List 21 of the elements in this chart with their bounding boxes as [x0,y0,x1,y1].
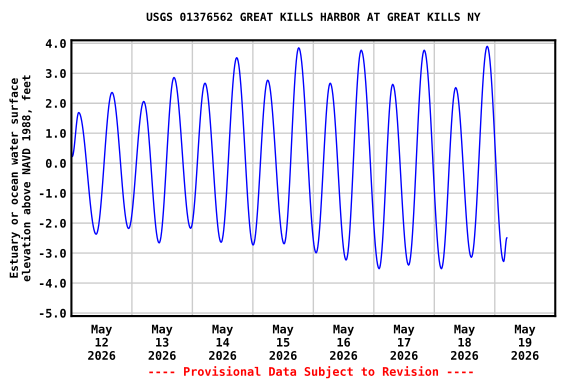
y-tick-label: 2.0 [46,98,66,108]
y-tick-label: 0.0 [46,158,66,168]
chart-title: USGS 01376562 GREAT KILLS HARBOR AT GREAT KILLS NY [146,12,481,22]
x-tick-label: May 17 2026 [390,324,418,360]
x-tick-label: May 13 2026 [148,324,176,360]
y-tick-label: -2.0 [40,218,66,228]
x-tick-label: May 12 2026 [88,324,116,360]
y-tick-label: -1.0 [40,188,66,198]
y-tick-label: 1.0 [46,128,66,138]
y-tick-label: -4.0 [40,278,66,288]
y-tick-label: -3.0 [40,248,66,258]
y-tick-label: -5.0 [40,308,66,318]
x-tick-label: May 16 2026 [330,324,358,360]
x-tick-label: May 18 2026 [450,324,478,360]
x-tick-label: May 19 2026 [511,324,539,360]
text: ---- Provisional Data Subject to Revision ---- [149,366,473,378]
x-tick-label: May 15 2026 [270,324,297,360]
y-tick-label: 4.0 [46,39,66,48]
x-tick-label: May 14 2026 [209,324,236,360]
y-axis-title: Estuary or ocean water surface elevation above NAVD 1988, feet [9,75,32,282]
y-tick-label: 3.0 [46,69,66,78]
